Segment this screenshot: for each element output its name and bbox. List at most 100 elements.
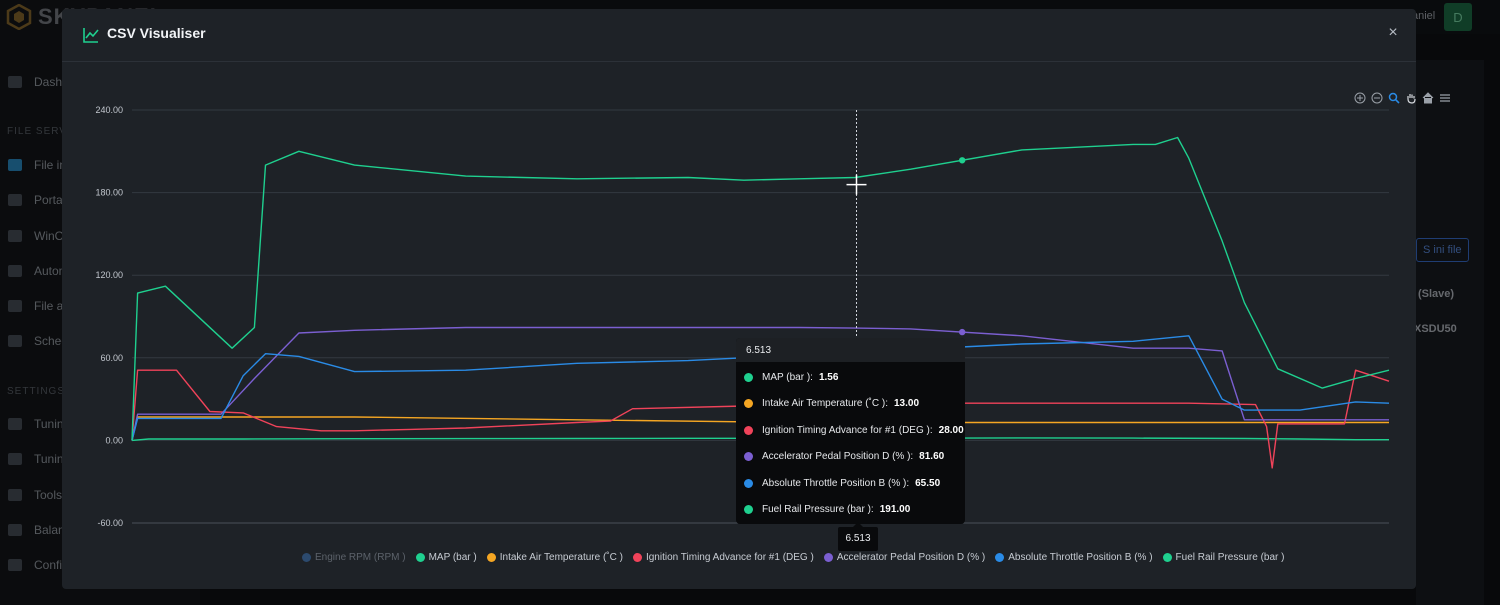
pan-hand-icon[interactable] [1404,91,1417,104]
zoom-in-icon[interactable] [1353,91,1366,104]
tooltip-x-value: 6.513 [746,345,772,356]
sidebar-item-label: File in [34,158,67,172]
tooltip-row: Ignition Timing Advance for #1 (DEG ): 28… [744,425,964,436]
gear-icon [8,559,22,571]
cloud-icon [8,194,22,206]
legend-label: Fuel Rail Pressure (bar ) [1175,552,1285,563]
series-line-2 [131,416,1389,441]
hover-marker [958,328,966,336]
y-tick-label: 120.00 [95,270,123,280]
tooltip-value: 1.56 [818,372,839,383]
legend-item[interactable]: Absolute Throttle Position B (% ) [995,552,1153,563]
chart-legend: Engine RPM (RPM ) MAP (bar ) Intake Air Te… [302,552,1284,563]
tooltip-header: 6.513 [736,338,965,362]
tooltip-row: Absolute Throttle Position B (% ): 65.50 [744,478,940,489]
tooltip-row: MAP (bar ): 1.56 [744,372,838,383]
tooltip-value: 13.00 [893,398,920,410]
modal-header: CSV Visualiser × [62,9,1416,62]
series-line-6 [131,136,1390,441]
box-icon [8,418,22,430]
dashboard-icon [8,76,22,88]
series-line-3 [131,369,1390,469]
slave-label: (Slave) [1418,288,1455,300]
legend-label: Intake Air Temperature (˚C ) [499,552,623,563]
sidebar-item-label: Tuning [34,452,71,466]
ini-file-button[interactable]: S ini file [1416,238,1469,262]
legend-dot-icon [1162,553,1172,562]
legend-item[interactable]: Accelerator Pedal Position D (% ) [823,552,986,563]
tooltip-value: 65.50 [915,477,941,489]
chart-tooltip: 6.513 MAP (bar ): 1.56 Intake Air Temperat… [736,338,965,524]
tools-icon [8,489,22,501]
legend-item[interactable]: Intake Air Temperature (˚C ) [486,552,623,563]
series-dot-icon [744,373,753,382]
sidebar-item-tools[interactable]: Tools [8,488,62,502]
series-dot-icon [744,505,753,514]
sidebar-item-label: Tools [34,488,63,502]
avatar[interactable]: D [1444,3,1472,31]
home-reset-icon[interactable] [1421,91,1434,104]
layers-icon [8,453,22,465]
legend-label: MAP (bar ) [428,552,477,563]
logo-icon [6,4,32,30]
y-tick-label: 180.00 [95,188,123,198]
tooltip-value: 28.00 [938,424,964,436]
legend-dot-icon [823,553,833,562]
y-tick-label: 0.00 [105,435,123,445]
legend-label: Accelerator Pedal Position D (% ) [836,552,986,563]
series-dot-icon [744,425,753,435]
hover-marker [958,157,966,164]
sidebar-item-label: Tuning [34,417,71,431]
tooltip-value: 81.60 [919,451,945,463]
clock-icon [8,335,22,347]
legend-item[interactable]: Engine RPM (RPM ) [302,552,406,563]
tooltip-label: Ignition Timing Advance for #1 (DEG ): [762,424,933,436]
legend-item[interactable]: MAP (bar ) [415,552,477,563]
tooltip-label: MAP (bar ): [762,372,813,383]
legend-dot-icon [302,553,311,562]
archive-icon [8,300,22,312]
legend-label: Engine RPM (RPM ) [315,552,406,563]
sidebar-item-label: Config [34,558,69,572]
tooltip-label: Fuel Rail Pressure (bar ): [762,504,874,515]
tooltip-row: Accelerator Pedal Position D (% ): 81.60 [744,451,944,462]
check-icon [8,524,22,536]
bolt-icon [8,265,22,277]
sidebar-item-label: Portal [34,193,66,207]
tooltip-label: Absolute Throttle Position B (% ): [762,477,910,489]
sidebar-item-file-in[interactable]: File in [8,158,66,172]
series-dot-icon [744,452,753,462]
sidebar-item-tuning[interactable]: Tuning [8,417,70,431]
magnifier-icon[interactable] [1387,91,1400,104]
y-tick-label: -60.00 [97,518,123,528]
legend-item[interactable]: Ignition Timing Advance for #1 (DEG ) [632,552,814,563]
tooltip-value: 191.00 [879,504,911,515]
menu-icon[interactable] [1438,91,1451,104]
close-button[interactable]: × [1388,24,1398,41]
tooltip-label: Accelerator Pedal Position D (% ): [762,451,914,463]
crosshair-x-label: 6.513 [838,522,878,551]
legend-label: Ignition Timing Advance for #1 (DEG ) [645,552,814,563]
sidebar-item-tuning-2[interactable]: Tuning [8,452,70,466]
monitor-icon [8,230,22,242]
background-panel [1416,60,1484,605]
tooltip-label: Intake Air Temperature (˚C ): [762,398,888,410]
y-tick-label: 60.00 [100,353,123,363]
sidebar-item-portal[interactable]: Portal [8,193,65,207]
y-tick-label: 240.00 [95,105,123,115]
zoom-out-icon[interactable] [1370,91,1383,104]
legend-item[interactable]: Fuel Rail Pressure (bar ) [1162,552,1285,563]
device-code: XSDU50 [1414,323,1457,335]
sidebar-section-file-service: FILE SERVICE [7,126,87,137]
legend-dot-icon [995,553,1005,562]
series-dot-icon [744,478,753,488]
legend-dot-icon [486,553,496,562]
user-name[interactable]: aniel [1412,10,1436,22]
series-dot-icon [744,399,753,409]
legend-dot-icon [632,553,642,562]
upload-icon [8,159,22,171]
sidebar-item-config[interactable]: Config [8,558,69,572]
line-chart-icon [83,28,99,43]
legend-label: Absolute Throttle Position B (% ) [1008,552,1153,563]
chart-toolbar [1353,91,1451,104]
